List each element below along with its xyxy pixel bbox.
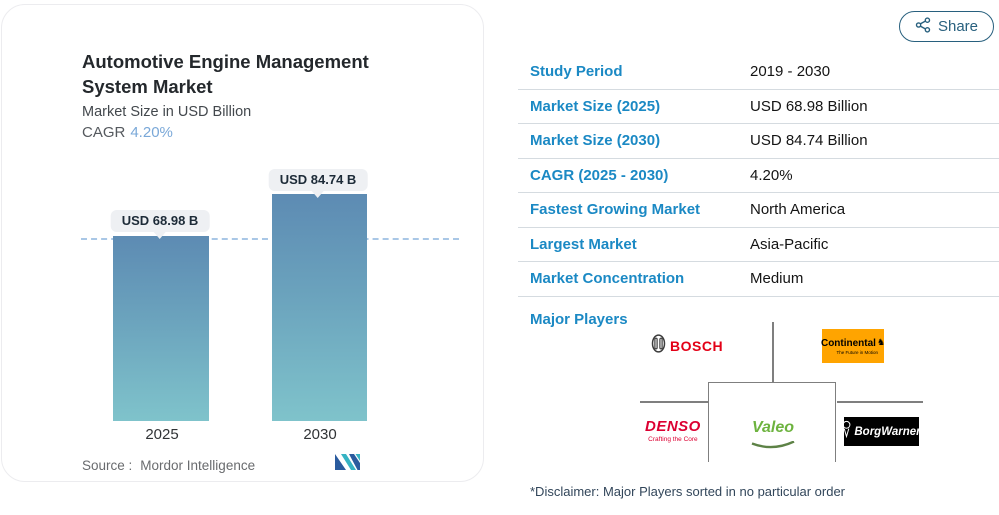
fact-label: Market Size (2025) (530, 97, 661, 115)
mordor-intelligence-logo-icon (335, 451, 360, 476)
fact-label: Study Period (530, 63, 623, 81)
table-row: Market Size (2025) USD 68.98 Billion (518, 90, 999, 124)
borgwarner-logo: BorgWarner (842, 417, 921, 446)
fact-value: North America (750, 201, 846, 219)
reference-dashed-line (81, 238, 459, 240)
fact-value: 2019 - 2030 (750, 63, 831, 81)
bar-value-badge-2030: USD 84.74 B (268, 169, 368, 191)
fact-value: 4.20% (750, 166, 793, 184)
bosch-wordmark: BOSCH (670, 338, 724, 354)
table-row: Study Period 2019 - 2030 (518, 55, 999, 90)
fact-value: Asia-Pacific (750, 235, 829, 253)
diagram-left-line (640, 401, 708, 403)
report-facts-panel: Share Study Period 2019 - 2030 Market Si… (518, 0, 999, 515)
major-players-heading: Major Players (530, 311, 628, 328)
continental-wordmark: Continental ♞ (820, 337, 886, 349)
denso-logo: DENSO Crafting the Core (645, 418, 701, 443)
chart-title: Automotive Engine Management System Mark… (82, 51, 369, 97)
cagr-value: 4.20% (130, 124, 173, 141)
continental-logo: Continental ♞ The Future in Motion (820, 329, 886, 363)
continental-horse-icon: ♞ (876, 338, 886, 348)
share-icon (915, 16, 931, 37)
cagr-line: CAGR 4.20% (82, 124, 402, 141)
market-snapshot-card: Automotive Engine Management System Mark… (1, 4, 484, 482)
source-value: Mordor Intelligence (140, 458, 256, 473)
diagram-vertical-line (772, 322, 774, 382)
fact-label: Market Size (2030) (530, 132, 661, 150)
share-button-label: Share (937, 18, 978, 35)
bosch-logo: BOSCH (651, 334, 723, 358)
table-row: Fastest Growing Market North America (518, 193, 999, 228)
fact-value: USD 84.74 Billion (750, 132, 868, 150)
chart-header: Automotive Engine Management System Mark… (82, 49, 402, 141)
share-button[interactable]: Share (898, 11, 994, 42)
chart-subtitle: Market Size in USD Billion (82, 104, 252, 120)
players-disclaimer: *Disclaimer: Major Players sorted in no … (530, 484, 846, 499)
valeo-wordmark: Valeo (751, 419, 795, 436)
table-row: CAGR (2025 - 2030) 4.20% (518, 159, 999, 193)
table-row: Largest Market Asia-Pacific (518, 228, 999, 262)
denso-tagline: Crafting the Core (648, 436, 698, 443)
bar-2025 (113, 236, 209, 421)
facts-table: Study Period 2019 - 2030 Market Size (20… (518, 55, 999, 297)
diagram-right-line (837, 401, 923, 403)
borgwarner-emblem-icon (842, 420, 851, 443)
cagr-label: CAGR (82, 124, 126, 141)
bosch-symbol-icon (651, 334, 666, 358)
fact-label: Fastest Growing Market (530, 201, 701, 219)
borgwarner-wordmark: BorgWarner (854, 425, 921, 438)
denso-wordmark: DENSO (645, 418, 701, 435)
fact-value: Medium (750, 270, 804, 288)
fact-label: Largest Market (530, 235, 637, 253)
valeo-logo: Valeo (750, 419, 796, 455)
table-row: Market Concentration Medium (518, 262, 999, 297)
x-axis-label-2030: 2030 (303, 426, 337, 443)
continental-tagline: The Future in Motion (836, 349, 878, 355)
diagram-center-box (708, 382, 836, 462)
fact-label: Market Concentration (530, 270, 685, 288)
source-attribution: Source : Mordor Intelligence (82, 458, 255, 473)
fact-label: CAGR (2025 - 2030) (530, 166, 669, 184)
bar-value-badge-2025: USD 68.98 B (110, 210, 210, 232)
valeo-swoosh-icon (751, 440, 795, 449)
fact-value: USD 68.98 Billion (750, 97, 868, 115)
table-row: Market Size (2030) USD 84.74 Billion (518, 124, 999, 159)
source-label: Source : (82, 458, 133, 473)
x-axis-label-2025: 2025 (145, 426, 179, 443)
bar-2030 (272, 194, 367, 421)
